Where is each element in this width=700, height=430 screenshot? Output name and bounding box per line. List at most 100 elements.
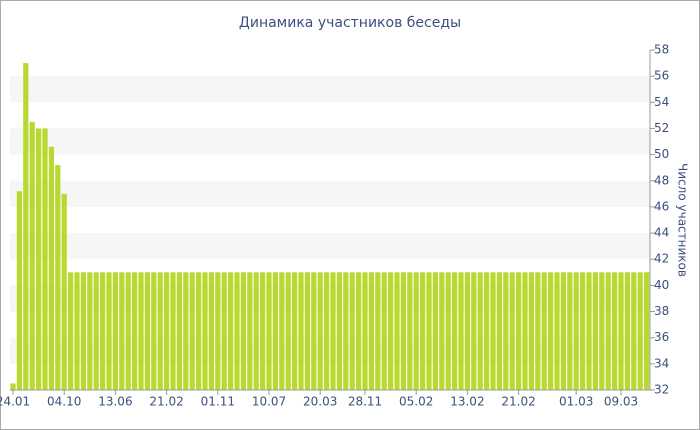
bar: [516, 272, 522, 390]
grid-band: [10, 76, 650, 103]
grid-band: [10, 285, 650, 312]
bar: [330, 272, 336, 390]
bar: [215, 272, 221, 390]
bar: [458, 272, 464, 390]
bar: [292, 272, 298, 390]
bar: [388, 272, 394, 390]
bar: [74, 272, 80, 390]
x-tick-label: 13.06: [98, 395, 132, 409]
bar: [189, 272, 195, 390]
x-tick-label: 04.10: [47, 395, 81, 409]
bar: [100, 272, 106, 390]
bar: [311, 272, 317, 390]
y-tick-label: 54: [654, 95, 669, 109]
bar: [471, 272, 477, 390]
bar: [16, 191, 22, 390]
bar: [624, 272, 630, 390]
y-axis-title: Число участников: [676, 163, 690, 277]
bar: [605, 272, 611, 390]
bar: [368, 272, 374, 390]
bar: [464, 272, 470, 390]
bar: [503, 272, 509, 390]
y-tick-label: 46: [654, 199, 669, 213]
y-tick-label: 56: [654, 69, 669, 83]
bar: [554, 272, 560, 390]
bar: [68, 272, 74, 390]
bar: [413, 272, 419, 390]
bar: [42, 128, 48, 390]
bar: [528, 272, 534, 390]
bar: [272, 272, 278, 390]
y-tick-label: 58: [654, 43, 669, 57]
bar: [55, 165, 61, 390]
bar: [631, 272, 637, 390]
bar: [157, 272, 163, 390]
bar: [567, 272, 573, 390]
bar: [599, 272, 605, 390]
bar: [285, 272, 291, 390]
y-tick-label: 44: [654, 226, 669, 240]
grid-band: [10, 233, 650, 260]
bar: [266, 272, 272, 390]
bar: [170, 272, 176, 390]
bar: [548, 272, 554, 390]
bar: [407, 272, 413, 390]
bar: [151, 272, 157, 390]
bar: [125, 272, 131, 390]
bar: [580, 272, 586, 390]
bar: [535, 272, 541, 390]
bar: [336, 272, 342, 390]
bar: [48, 146, 54, 390]
x-tick-label: 01.03: [559, 395, 593, 409]
bar: [112, 272, 118, 390]
x-tick-label: 21.02: [501, 395, 535, 409]
x-tick-label: 10.07: [252, 395, 286, 409]
y-tick-label: 50: [654, 147, 669, 161]
y-tick-label: 40: [654, 278, 669, 292]
bar: [183, 272, 189, 390]
bar: [260, 272, 266, 390]
bar: [23, 63, 29, 390]
bar: [592, 272, 598, 390]
bar: [80, 272, 86, 390]
bar: [132, 272, 138, 390]
bar: [381, 272, 387, 390]
y-tick-label: 48: [654, 173, 669, 187]
bar: [644, 272, 650, 390]
bar: [637, 272, 643, 390]
bar: [93, 272, 99, 390]
bar: [240, 272, 246, 390]
bar: [618, 272, 624, 390]
bar: [490, 272, 496, 390]
bar: [29, 121, 35, 390]
bar: [10, 383, 16, 390]
x-tick-label: 24.01: [0, 395, 30, 409]
bar: [36, 128, 42, 390]
bar: [221, 272, 227, 390]
bar: [400, 272, 406, 390]
bar: [176, 272, 182, 390]
y-tick-label: 38: [654, 304, 669, 318]
x-tick-label: 01.11: [201, 395, 235, 409]
bar: [196, 272, 202, 390]
bar: [253, 272, 259, 390]
bar: [522, 272, 528, 390]
bar: [612, 272, 618, 390]
bar: [420, 272, 426, 390]
grid-band: [10, 337, 650, 364]
bar: [247, 272, 253, 390]
bar: [541, 272, 547, 390]
bar: [573, 272, 579, 390]
bar: [356, 272, 362, 390]
bar: [87, 272, 93, 390]
x-tick-label: 28.11: [348, 395, 382, 409]
bar: [228, 272, 234, 390]
bar: [138, 272, 144, 390]
bar: [298, 272, 304, 390]
bar: [208, 272, 214, 390]
bar: [445, 272, 451, 390]
grid-band: [10, 180, 650, 207]
y-tick-label: 32: [654, 383, 669, 397]
y-tick-label: 36: [654, 330, 669, 344]
